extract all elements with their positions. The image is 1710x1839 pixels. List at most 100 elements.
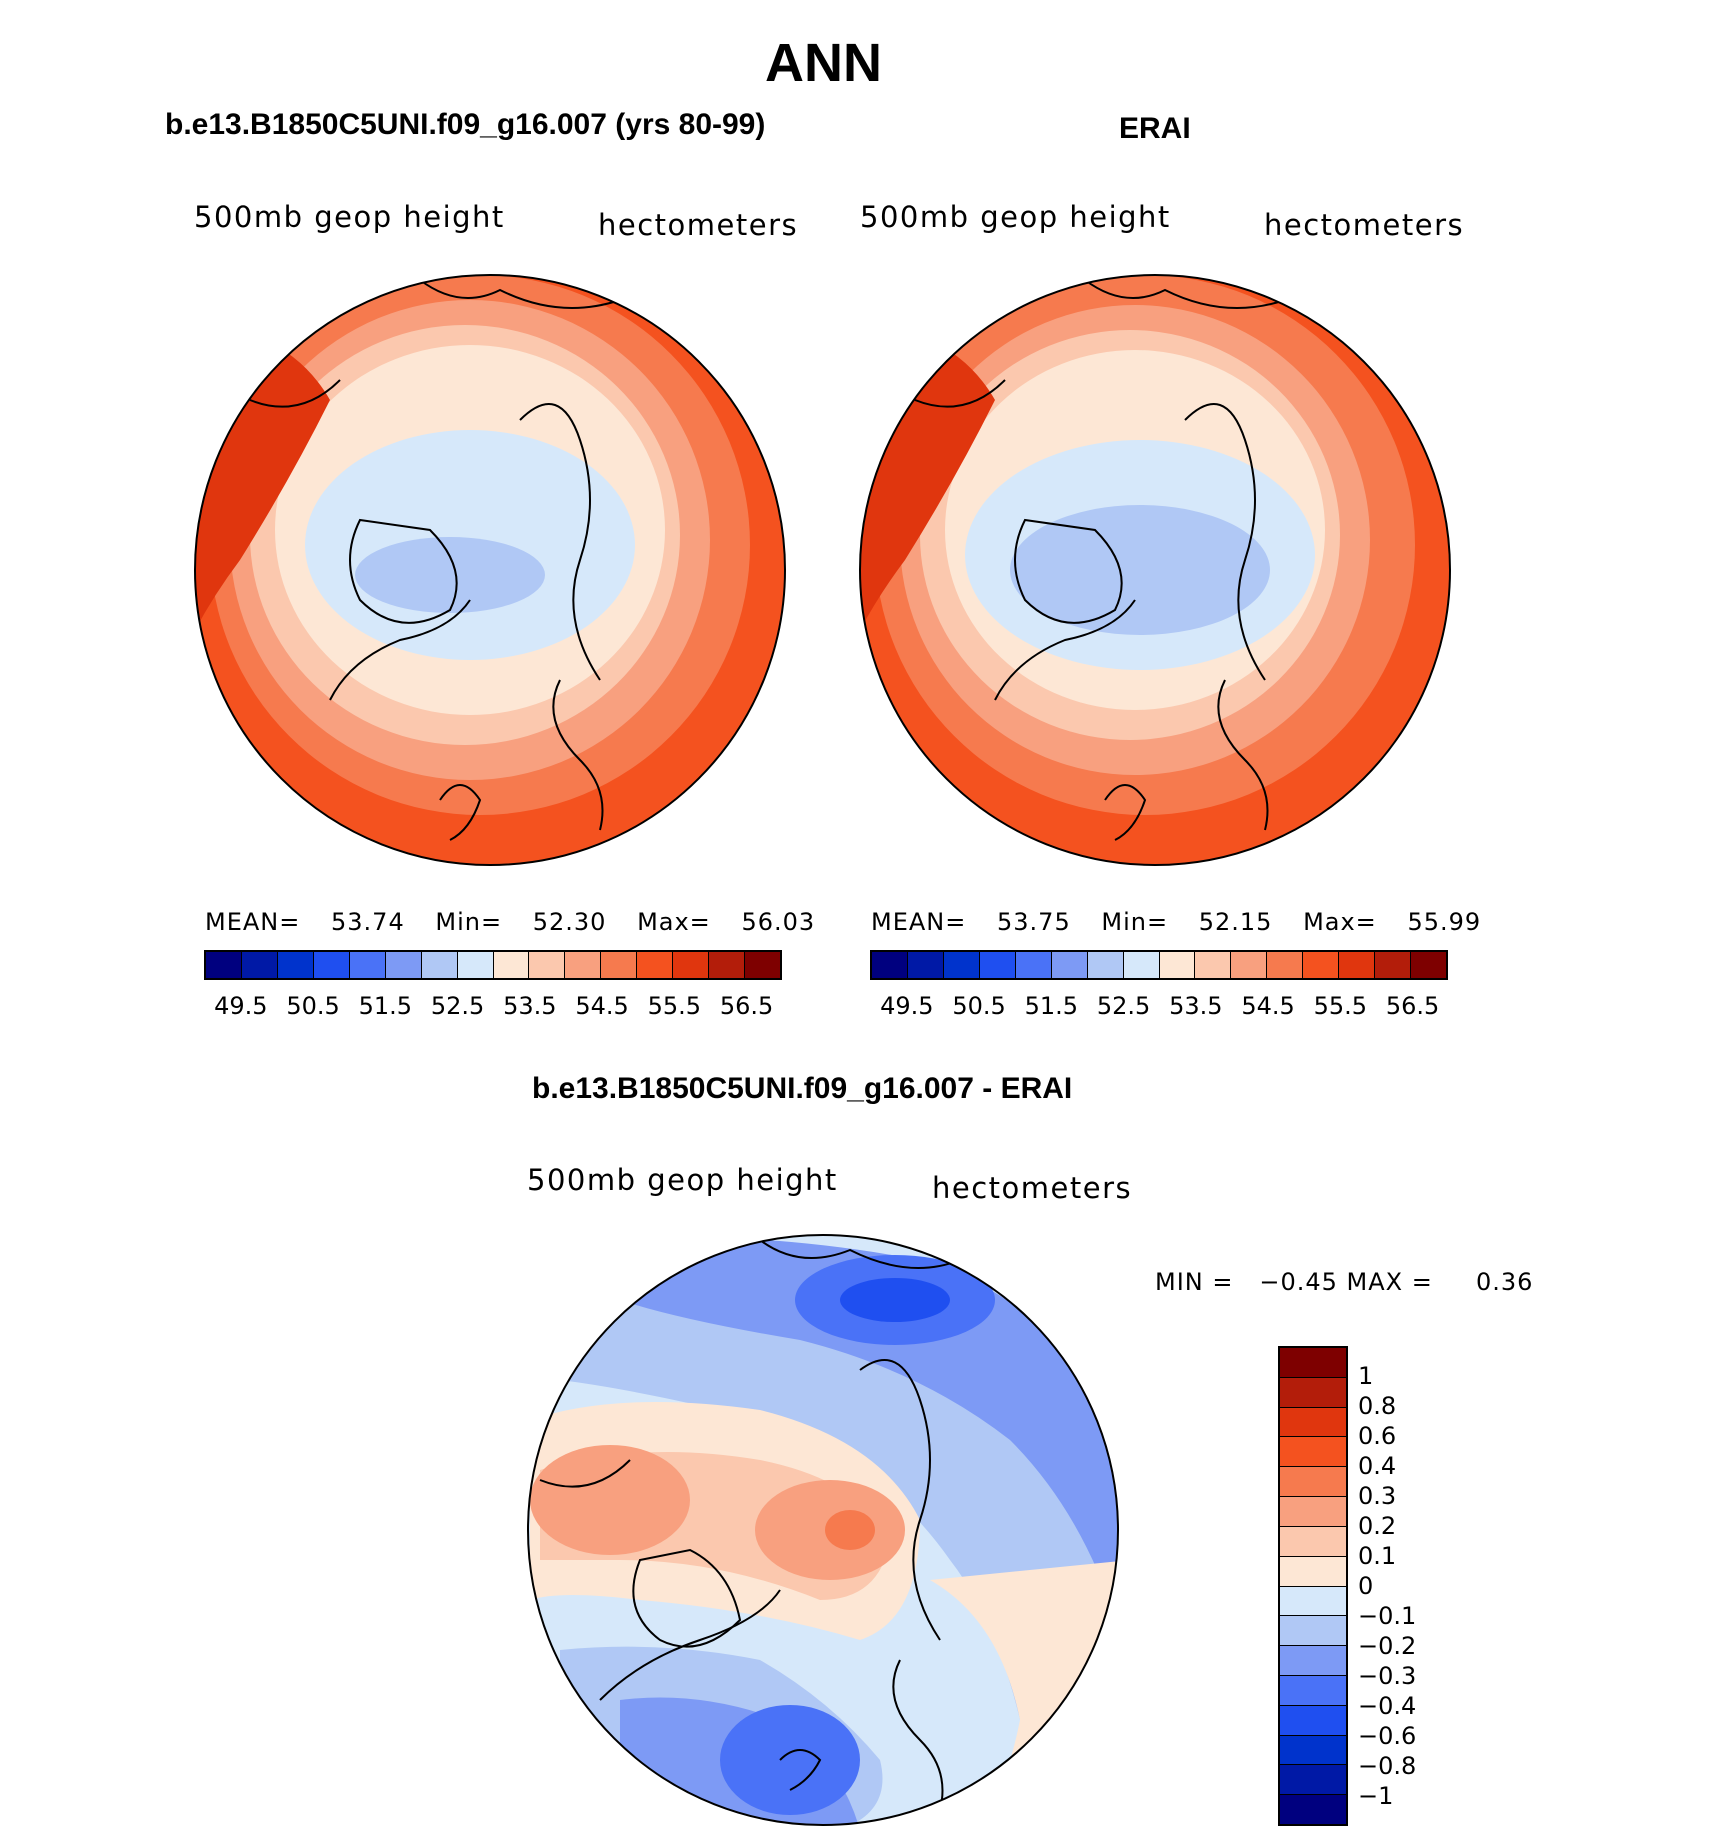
obs-max-label: Max= xyxy=(1303,908,1377,936)
model-colorbar-tick-label: 51.5 xyxy=(358,992,413,1020)
model-panel-title: b.e13.B1850C5UNI.f09_g16.007 (yrs 80-99) xyxy=(165,108,766,141)
diff-colorbar-tick-label: −1 xyxy=(1358,1782,1394,1810)
diff-colorbar-swatch xyxy=(1280,1765,1346,1796)
model-units-label: hectometers xyxy=(598,208,799,242)
model-colorbar-swatch xyxy=(529,952,566,978)
model-colorbar-swatch xyxy=(277,952,314,978)
model-coastlines xyxy=(249,279,621,841)
obs-colorbar-tick-label: 53.5 xyxy=(1169,992,1223,1020)
diff-colorbar-swatch xyxy=(1280,1735,1346,1766)
diff-colorbar-swatch xyxy=(1280,1616,1346,1647)
obs-colorbar-swatch xyxy=(1267,952,1304,978)
model-colorbar-swatch xyxy=(313,952,350,978)
model-colorbar-swatch xyxy=(673,952,710,978)
obs-colorbar-swatch xyxy=(1087,952,1124,978)
diff-colorbar-swatch xyxy=(1280,1705,1346,1736)
model-colorbar-tick-label: 49.5 xyxy=(214,992,268,1020)
obs-colorbar-swatch xyxy=(1123,952,1160,978)
model-max-label: Max= xyxy=(637,908,711,936)
obs-colorbar-swatch xyxy=(943,952,980,978)
diff-minmax: MIN = −0.45 MAX = 0.36 xyxy=(1155,1268,1534,1296)
obs-map xyxy=(860,275,1450,865)
diff-units-label: hectometers xyxy=(932,1171,1133,1205)
diff-colorbar-swatch xyxy=(1280,1646,1346,1676)
diff-colorbar-tick-label: −0.3 xyxy=(1358,1662,1417,1690)
obs-colorbar-swatch xyxy=(1375,952,1412,978)
diff-colorbar-tick-label: −0.8 xyxy=(1358,1752,1417,1780)
obs-colorbar-tick-label: 56.5 xyxy=(1385,992,1440,1020)
obs-units-label: hectometers xyxy=(1264,208,1465,242)
model-colorbar-swatch xyxy=(206,952,242,978)
obs-stats: MEAN= 53.75 Min= 52.15 Max= 55.99 xyxy=(871,908,1481,936)
obs-colorbar-swatch xyxy=(1411,952,1446,978)
diff-panel-title: b.e13.B1850C5UNI.f09_g16.007 - ERAI xyxy=(532,1072,1073,1105)
obs-max-value: 55.99 xyxy=(1407,908,1482,936)
diff-colorbar-tick-label: −0.2 xyxy=(1358,1632,1417,1660)
model-mean-value: 53.74 xyxy=(331,908,405,936)
model-colorbar-tick-label: 54.5 xyxy=(575,992,629,1020)
model-colorbar-swatch xyxy=(241,952,278,978)
model-colorbar-tick-label: 52.5 xyxy=(430,992,485,1020)
diff-map xyxy=(528,1235,1118,1825)
diff-colorbar-tick-label: 0.8 xyxy=(1358,1392,1397,1420)
obs-colorbar-swatch xyxy=(1303,952,1340,978)
model-variable-label: 500mb geop height xyxy=(194,200,505,234)
model-colorbar-swatch xyxy=(637,952,674,978)
obs-colorbar-swatch xyxy=(979,952,1016,978)
obs-colorbar-swatch xyxy=(907,952,944,978)
obs-min-value: 52.15 xyxy=(1198,908,1273,936)
obs-colorbar-tick-label: 50.5 xyxy=(952,992,1006,1020)
model-colorbar xyxy=(204,950,782,980)
diff-colorbar-swatch xyxy=(1280,1407,1346,1438)
model-colorbar-swatch xyxy=(565,952,602,978)
diff-colorbar-swatch xyxy=(1280,1795,1346,1824)
diff-colorbar-swatch xyxy=(1280,1348,1346,1378)
obs-colorbar-tick-label: 51.5 xyxy=(1024,992,1079,1020)
diff-colorbar-tick-label: 0 xyxy=(1358,1572,1374,1600)
model-colorbar-swatch xyxy=(421,952,458,978)
obs-colorbar-tick-label: 49.5 xyxy=(880,992,934,1020)
obs-min-label: Min= xyxy=(1101,908,1169,936)
obs-colorbar-tick-label: 55.5 xyxy=(1313,992,1368,1020)
diff-colorbar-swatch xyxy=(1280,1467,1346,1498)
obs-colorbar-swatch xyxy=(1051,952,1088,978)
model-stats: MEAN= 53.74 Min= 52.30 Max= 56.03 xyxy=(205,908,815,936)
model-colorbar-swatch xyxy=(385,952,422,978)
diff-colorbar-tick-label: 0.6 xyxy=(1358,1422,1397,1450)
diff-variable-label: 500mb geop height xyxy=(527,1163,838,1197)
diff-colorbar xyxy=(1278,1346,1348,1826)
obs-coastlines xyxy=(914,279,1286,841)
obs-mean-value: 53.75 xyxy=(997,908,1071,936)
obs-colorbar-tick-label: 54.5 xyxy=(1241,992,1295,1020)
diff-colorbar-tick-label: 1 xyxy=(1358,1362,1374,1390)
model-colorbar-tick-label: 55.5 xyxy=(647,992,702,1020)
diff-colorbar-swatch xyxy=(1280,1377,1346,1408)
model-colorbar-swatch xyxy=(457,952,494,978)
diff-colorbar-swatch xyxy=(1280,1586,1346,1617)
diff-colorbar-tick-label: −0.6 xyxy=(1358,1722,1417,1750)
diff-colorbar-tick-label: 0.2 xyxy=(1358,1512,1397,1540)
model-colorbar-swatch xyxy=(493,952,530,978)
diff-colorbar-swatch xyxy=(1280,1556,1346,1587)
obs-colorbar xyxy=(870,950,1448,980)
obs-mean-label: MEAN= xyxy=(871,908,967,936)
diff-colorbar-tick-label: 0.3 xyxy=(1358,1482,1397,1510)
diff-colorbar-tick-label: −0.1 xyxy=(1358,1602,1417,1630)
model-colorbar-tick-label: 53.5 xyxy=(503,992,557,1020)
obs-colorbar-swatch xyxy=(872,952,908,978)
model-min-value: 52.30 xyxy=(532,908,607,936)
obs-panel-title: ERAI xyxy=(1119,112,1191,145)
model-map xyxy=(195,275,785,865)
obs-colorbar-swatch xyxy=(1195,952,1232,978)
obs-colorbar-swatch xyxy=(1015,952,1052,978)
model-min-label: Min= xyxy=(435,908,503,936)
model-max-value: 56.03 xyxy=(741,908,816,936)
model-colorbar-swatch xyxy=(745,952,780,978)
obs-colorbar-tick-label: 52.5 xyxy=(1096,992,1151,1020)
model-colorbar-tick-label: 50.5 xyxy=(286,992,340,1020)
diff-colorbar-swatch xyxy=(1280,1437,1346,1468)
model-mean-label: MEAN= xyxy=(205,908,301,936)
model-colorbar-swatch xyxy=(709,952,746,978)
obs-colorbar-swatch xyxy=(1159,952,1196,978)
